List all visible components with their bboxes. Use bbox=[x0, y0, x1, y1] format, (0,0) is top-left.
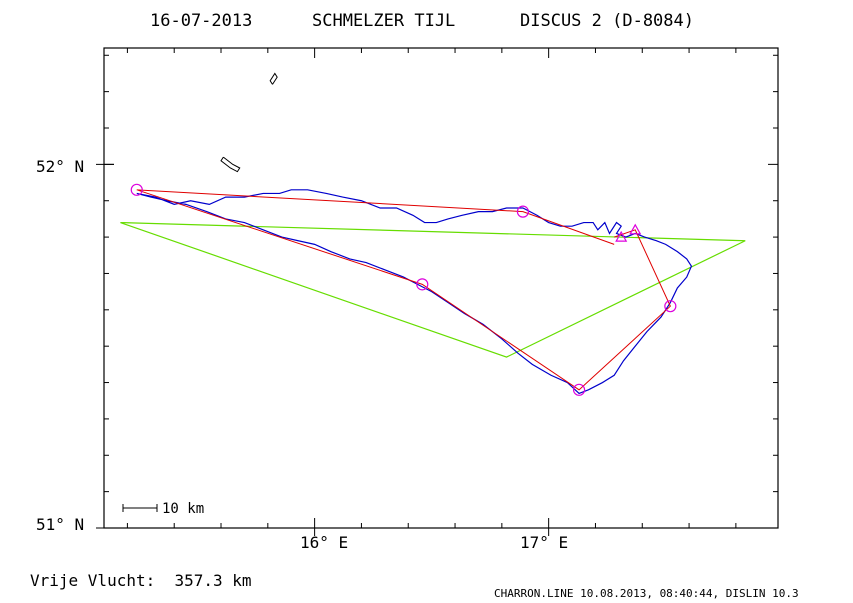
turnpoint-marker bbox=[130, 183, 143, 196]
software-credit: CHARRON.LINE 10.08.2013, 08:40:44, DISLI… bbox=[494, 587, 799, 600]
pilot-name: SCHMELZER TIJL bbox=[312, 11, 455, 31]
task-legs bbox=[136, 189, 671, 391]
tick-marks bbox=[96, 48, 778, 536]
lon-label-16: 16° E bbox=[300, 533, 348, 552]
turnpoint-marker bbox=[416, 278, 429, 291]
fai-triangle bbox=[120, 221, 746, 358]
lakes bbox=[220, 72, 278, 173]
lon-label-17: 17° E bbox=[520, 533, 568, 552]
turnpoint-marker bbox=[664, 300, 677, 313]
gps-track bbox=[136, 189, 693, 395]
start-finish-marker bbox=[615, 230, 628, 242]
turnpoints bbox=[130, 183, 677, 396]
map-frame bbox=[103, 47, 779, 529]
scale-bar bbox=[122, 504, 158, 512]
lake-outline bbox=[220, 156, 241, 173]
turnpoint-marker bbox=[516, 205, 530, 218]
turnpoint-marker bbox=[572, 383, 586, 396]
start-finish-marker bbox=[629, 223, 642, 235]
lat-label-51: 51° N bbox=[36, 515, 84, 534]
lake-outline bbox=[269, 72, 278, 85]
glider-model: DISCUS 2 (D-8084) bbox=[520, 11, 694, 31]
flight-date: 16-07-2013 bbox=[150, 11, 252, 31]
scale-bar-label: 10 km bbox=[162, 501, 204, 517]
free-flight-distance: Vrije Vlucht: 357.3 km bbox=[30, 571, 252, 590]
lat-label-52: 52° N bbox=[36, 157, 84, 176]
